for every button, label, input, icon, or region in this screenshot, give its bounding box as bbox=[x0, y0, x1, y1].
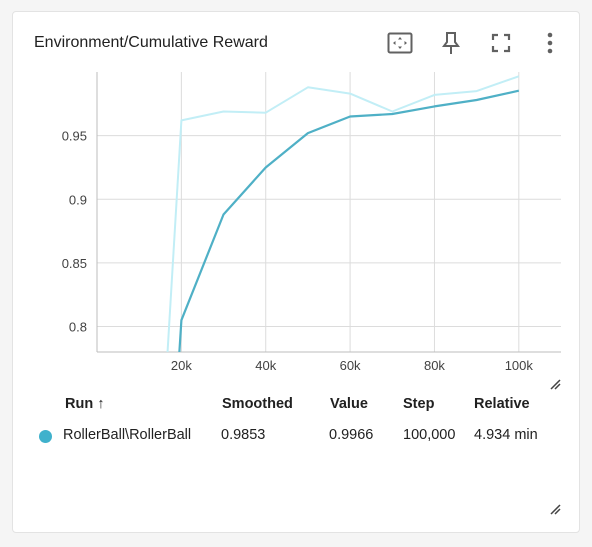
chart-area[interactable]: 20k 40k 60k 80k 100k 0.8 0.85 0.9 0.95 bbox=[13, 12, 581, 392]
x-tick-label: 80k bbox=[424, 358, 445, 373]
column-header-relative[interactable]: Relative bbox=[474, 396, 530, 412]
run-step: 100,000 bbox=[403, 427, 455, 443]
run-relative: 4.934 min bbox=[474, 427, 538, 443]
y-tick-label: 0.8 bbox=[69, 320, 87, 335]
x-tick-label: 40k bbox=[255, 358, 276, 373]
x-tick-label: 100k bbox=[505, 358, 534, 373]
run-value: 0.9966 bbox=[329, 427, 373, 443]
x-tick-label: 60k bbox=[340, 358, 361, 373]
chart-resize-handle-icon[interactable] bbox=[548, 377, 562, 391]
column-header-run[interactable]: Run ↑ bbox=[65, 396, 104, 412]
raw-series-line bbox=[165, 76, 519, 392]
column-header-step[interactable]: Step bbox=[403, 396, 434, 412]
run-smoothed: 0.9853 bbox=[221, 427, 265, 443]
x-tick-label: 20k bbox=[171, 358, 192, 373]
card-resize-handle-icon[interactable] bbox=[548, 502, 562, 516]
run-name: RollerBall\RollerBall bbox=[63, 427, 191, 443]
y-tick-label: 0.85 bbox=[62, 256, 87, 271]
y-tick-label: 0.95 bbox=[62, 129, 87, 144]
y-tick-label: 0.9 bbox=[69, 192, 87, 207]
column-header-smoothed[interactable]: Smoothed bbox=[222, 396, 293, 412]
run-color-dot bbox=[39, 430, 52, 443]
scalar-card: Environment/Cumulative Reward 20k 40k 60k 8… bbox=[12, 11, 580, 533]
column-header-value[interactable]: Value bbox=[330, 396, 368, 412]
